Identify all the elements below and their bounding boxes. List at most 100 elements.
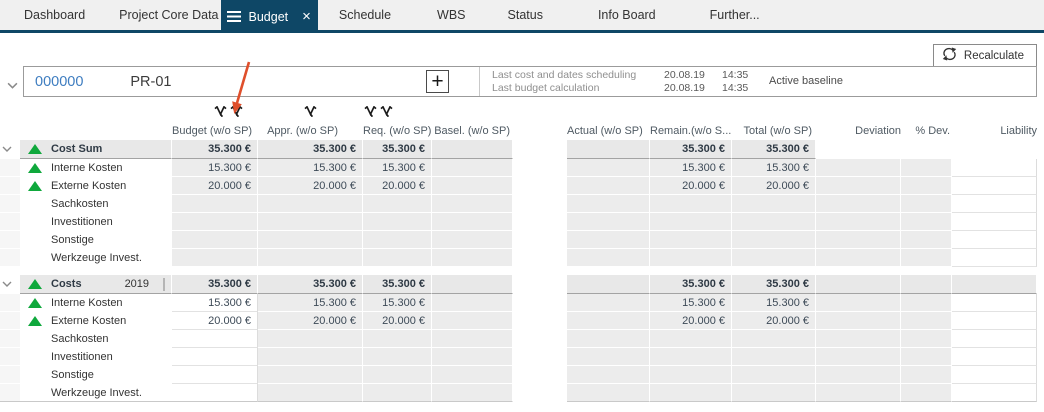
tab-further[interactable]: Further... [710, 0, 760, 30]
col-header-pdev[interactable]: % Dev. [915, 125, 950, 137]
filter-icon[interactable] [213, 104, 227, 122]
cell-deviation [816, 348, 901, 366]
editable-cell-liability[interactable] [952, 348, 1037, 366]
editable-cell-liability[interactable] [952, 294, 1037, 312]
table-body: Cost Sum 35.300 €35.300 €35.300 €35.300 €… [0, 140, 1044, 402]
row-label-cell: Externe Kosten [20, 177, 172, 195]
col-header-req[interactable]: Req. (w/o SP) [363, 125, 432, 137]
filter-icon[interactable] [304, 104, 317, 122]
summary-cell-actual [567, 140, 650, 159]
tab-dashboard[interactable]: Dashboard [24, 0, 85, 30]
cell-req [363, 213, 432, 231]
cell-pdev [901, 231, 952, 249]
add-button[interactable]: + [426, 70, 449, 93]
spacer [513, 384, 567, 402]
spacer [513, 177, 567, 195]
menu-burger-icon[interactable] [226, 11, 241, 22]
cell-appr [258, 366, 363, 384]
group-collapse-chevron-icon[interactable] [0, 275, 20, 294]
row-label-cell: Externe Kosten [20, 312, 172, 330]
spacer [1037, 275, 1044, 294]
spacer [513, 348, 567, 366]
filter-icon[interactable] [364, 104, 377, 122]
editable-cell-budget[interactable] [172, 348, 258, 366]
summary-cell-appr: 35.300 € [258, 275, 363, 294]
editable-cell-liability[interactable] [952, 177, 1037, 195]
project-collapse-chevron-icon[interactable] [7, 76, 18, 94]
table-row-externe-kosten: Externe Kosten 20.000 €20.000 €20.000 €20… [0, 177, 1044, 195]
editable-cell-budget[interactable] [172, 330, 258, 348]
cell-basel [432, 159, 513, 177]
col-header-deviation[interactable]: Deviation [855, 125, 901, 137]
editable-cell-budget[interactable] [172, 384, 258, 402]
summary-cell-actual [567, 275, 650, 294]
spacer [1037, 231, 1044, 249]
table-row-werkzeuge-invest: Werkzeuge Invest. [0, 249, 1044, 267]
editable-cell-liability[interactable] [952, 330, 1037, 348]
cell-budget [172, 213, 258, 231]
tab-budget[interactable]: Budget × [220, 0, 318, 33]
editable-cell-liability[interactable] [952, 195, 1037, 213]
editable-cell-budget[interactable]: 20.000 € [172, 312, 258, 330]
cell-deviation [816, 231, 901, 249]
cell-remain [650, 366, 732, 384]
cell-pdev [901, 213, 952, 231]
row-label-cell: Werkzeuge Invest. [20, 249, 172, 267]
spacer [513, 294, 567, 312]
editable-cell-liability[interactable] [952, 213, 1037, 231]
close-tab-icon[interactable]: × [302, 8, 311, 25]
active-baseline-label: Active baseline [769, 75, 843, 87]
cell-remain [650, 384, 732, 402]
group-collapse-chevron-icon[interactable] [0, 140, 20, 159]
summary-cell-appr: 35.300 € [258, 140, 363, 159]
info-date: 20.08.19 [664, 69, 705, 81]
spacer [1037, 213, 1044, 231]
col-header-total[interactable]: Total (w/o SP) [743, 125, 812, 137]
tab-schedule[interactable]: Schedule [339, 0, 391, 30]
summary-cell-pdev [901, 275, 952, 294]
editable-cell-liability[interactable] [952, 366, 1037, 384]
tab-status[interactable]: Status [508, 0, 543, 30]
row-label: Interne Kosten [51, 297, 123, 309]
filter-icon[interactable] [380, 104, 393, 122]
table-row-investitionen: Investitionen [0, 348, 1044, 366]
tab-project-core-data[interactable]: Project Core Data [119, 0, 218, 30]
col-header-appr[interactable]: Appr. (w/o SP) [267, 125, 338, 137]
cell-total [732, 231, 816, 249]
cell-pdev [901, 159, 952, 177]
filter-icon[interactable] [229, 104, 243, 122]
spacer [513, 195, 567, 213]
cell-deviation [816, 366, 901, 384]
cell-deviation [816, 159, 901, 177]
cell-total: 15.300 € [732, 159, 816, 177]
cell-appr [258, 249, 363, 267]
cell-actual [567, 294, 650, 312]
editable-cell-liability[interactable] [952, 312, 1037, 330]
editable-cell-budget[interactable] [172, 366, 258, 384]
recalculate-button[interactable]: Recalculate [932, 44, 1037, 67]
tab-info-board[interactable]: Info Board [598, 0, 656, 30]
col-header-budget[interactable]: Budget (w/o SP) [172, 125, 253, 137]
spacer [1037, 249, 1044, 267]
col-header-liability[interactable]: Liability [1000, 125, 1037, 137]
cell-basel [432, 366, 513, 384]
editable-cell-budget[interactable]: 15.300 € [172, 294, 258, 312]
editable-cell-liability[interactable] [952, 384, 1037, 402]
cell-total [732, 348, 816, 366]
editable-cell-liability[interactable] [952, 231, 1037, 249]
editable-cell-liability[interactable] [952, 159, 1037, 177]
row-gutter [0, 159, 20, 177]
col-header-basel[interactable]: Basel. (w/o SP) [434, 125, 510, 137]
row-label-cell: Interne Kosten [20, 294, 172, 312]
cell-actual [567, 366, 650, 384]
tab-wbs[interactable]: WBS [437, 0, 465, 30]
cell-remain: 15.300 € [650, 159, 732, 177]
tab-label: Project Core Data [119, 8, 219, 22]
col-header-remain[interactable]: Remain.(w/o S... [650, 125, 732, 137]
summary-cell-total: 35.300 € [732, 140, 816, 159]
col-header-actual[interactable]: Actual (w/o SP) [567, 125, 643, 137]
cell-total [732, 384, 816, 402]
cell-remain [650, 348, 732, 366]
summary-cell-deviation [816, 140, 901, 159]
editable-cell-liability[interactable] [952, 249, 1037, 267]
